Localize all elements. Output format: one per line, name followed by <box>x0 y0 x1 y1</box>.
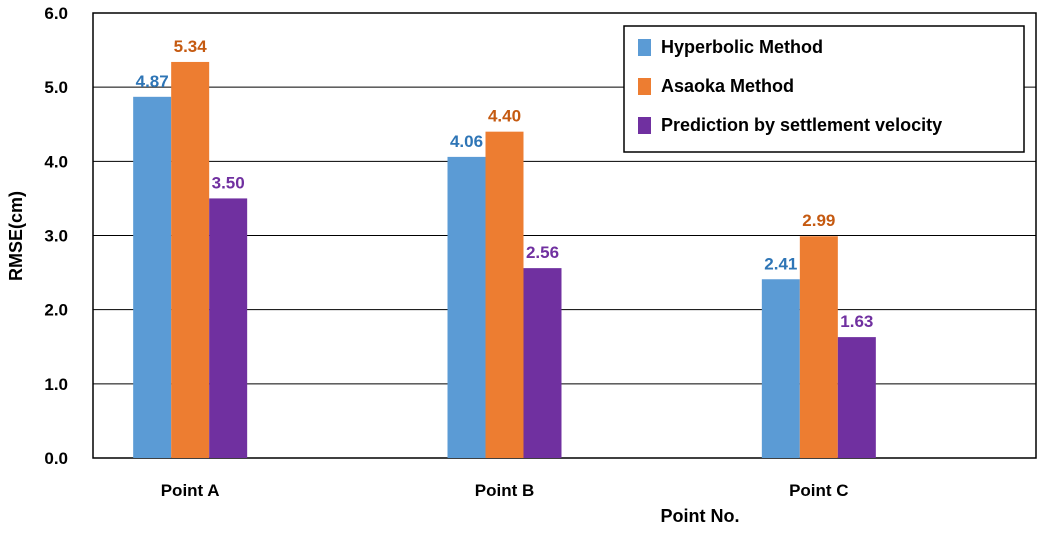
legend-label: Asaoka Method <box>661 76 794 96</box>
bar <box>761 279 800 458</box>
data-labels: 4.87 5.34 3.50 4.06 4.40 2.56 2.41 2.99 1.63 <box>136 37 874 331</box>
bar <box>799 236 838 458</box>
y-axis-label: RMSE(cm) <box>6 191 26 281</box>
bars <box>133 61 876 458</box>
legend-label: Prediction by settlement velocity <box>661 115 942 135</box>
bar <box>209 198 248 458</box>
bar <box>447 156 486 458</box>
legend-swatch <box>638 78 651 95</box>
legend-swatch <box>638 117 651 134</box>
y-tick-label: 5.0 <box>44 78 68 97</box>
x-axis-ticks: Point A Point B Point C <box>161 481 849 500</box>
bar <box>523 268 562 458</box>
bar <box>171 61 210 458</box>
y-tick-label: 1.0 <box>44 375 68 394</box>
x-axis-label: Point No. <box>661 506 740 526</box>
data-label: 4.06 <box>450 132 483 151</box>
y-tick-label: 3.0 <box>44 227 68 246</box>
legend-box <box>623 25 1025 153</box>
legend-label: Hyperbolic Method <box>661 37 823 57</box>
data-label: 2.99 <box>802 211 835 230</box>
x-tick-label: Point B <box>475 481 535 500</box>
legend-swatch <box>638 39 651 56</box>
data-label: 4.87 <box>136 72 169 91</box>
y-tick-label: 0.0 <box>44 449 68 468</box>
y-tick-label: 2.0 <box>44 301 68 320</box>
data-label: 4.40 <box>488 107 521 126</box>
data-label: 1.63 <box>840 312 873 331</box>
legend: Hyperbolic Method Asaoka Method Prediction… <box>623 25 1025 153</box>
x-tick-label: Point C <box>789 481 849 500</box>
y-tick-label: 4.0 <box>44 152 68 171</box>
x-tick-label: Point A <box>161 481 220 500</box>
data-label: 2.56 <box>526 243 559 262</box>
bar <box>485 131 524 458</box>
y-tick-label: 6.0 <box>44 4 68 23</box>
bar <box>837 337 876 458</box>
data-label: 5.34 <box>174 37 208 56</box>
y-axis-ticks: 0.0 1.0 2.0 3.0 4.0 5.0 6.0 <box>44 4 68 468</box>
data-label: 2.41 <box>764 254 797 273</box>
data-label: 3.50 <box>212 173 245 192</box>
bar <box>133 96 172 458</box>
